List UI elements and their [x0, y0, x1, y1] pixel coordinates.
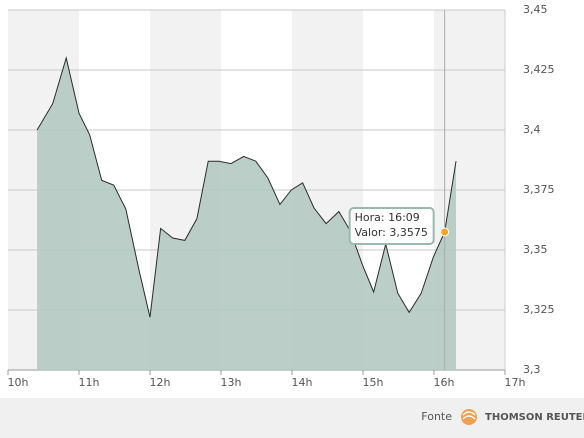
x-tick-label: 15h [363, 376, 384, 389]
area [37, 58, 457, 370]
x-tick-label: 10h [8, 376, 29, 389]
y-tick-label: 3,325 [523, 303, 555, 316]
line [36, 56, 457, 318]
footer-bar [0, 398, 584, 438]
x-tick-label: 16h [434, 376, 455, 389]
tooltip-box [348, 207, 435, 245]
y-tick-label: 3,45 [523, 3, 548, 16]
x-tick-label: 12h [150, 376, 171, 389]
y-tick-label: 3,375 [523, 183, 555, 196]
y-tick-label: 3,35 [523, 243, 548, 256]
x-tick-label: 14h [292, 376, 313, 389]
x-tick-label: 17h [505, 376, 526, 389]
source-name: THOMSON REUTERS [485, 412, 584, 423]
tooltip-text: Hora: 16:09 [355, 211, 420, 224]
highlight-point [440, 227, 450, 237]
tooltip-text: Valor: 3,3575 [355, 226, 428, 239]
source-logo-mark [462, 411, 476, 420]
x-tick-label: 13h [221, 376, 242, 389]
y-tick-label: 3,3 [523, 363, 541, 376]
y-tick-label: 3,4 [523, 123, 541, 136]
y-tick-label: 3,425 [523, 63, 555, 76]
source-label: Fonte [421, 410, 452, 423]
x-tick-label: 11h [79, 376, 100, 389]
